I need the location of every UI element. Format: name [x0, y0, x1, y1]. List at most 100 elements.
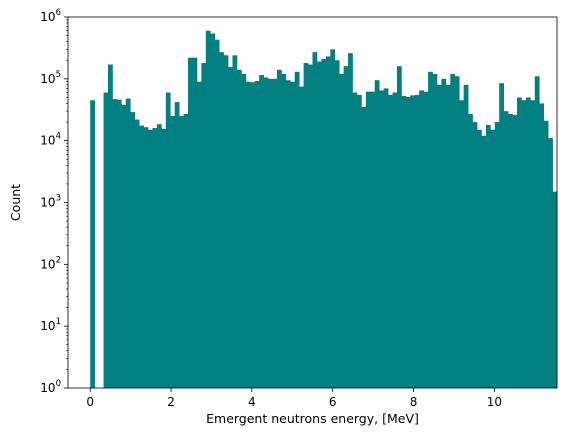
- histogram-bar: [401, 95, 407, 388]
- y-tick-label: 106: [40, 8, 61, 24]
- histogram-bar: [410, 95, 416, 388]
- histogram-bar: [348, 53, 353, 389]
- histogram-bar: [236, 69, 242, 389]
- histogram-bar: [330, 49, 336, 388]
- histogram-bar: [214, 39, 220, 388]
- histogram-bar: [379, 90, 384, 389]
- histogram-bar: [548, 138, 553, 388]
- histogram-bar: [445, 84, 451, 388]
- y-tick-label: 105: [40, 70, 61, 86]
- histogram-bar: [259, 75, 264, 388]
- histogram-bar: [472, 122, 478, 389]
- histogram-bar: [148, 129, 153, 388]
- histogram-bar: [116, 99, 122, 388]
- histogram-bar: [490, 129, 496, 388]
- histogram-bar: [170, 116, 176, 388]
- histogram-bar: [525, 97, 531, 388]
- histogram-bar: [325, 56, 331, 388]
- histogram-bar: [276, 69, 282, 389]
- x-tick-label: 2: [167, 395, 175, 409]
- histogram-bar: [290, 81, 296, 388]
- histogram-bar: [112, 99, 118, 389]
- histogram-bar: [423, 91, 429, 389]
- histogram-bar: [321, 58, 327, 388]
- histogram-bar: [228, 67, 233, 388]
- histogram-bar: [156, 124, 162, 389]
- histogram-bar: [174, 102, 180, 388]
- y-tick-label: 103: [40, 194, 61, 210]
- histogram-bar: [485, 124, 491, 388]
- histogram-bar: [334, 60, 340, 388]
- histogram-bar: [343, 66, 349, 389]
- histogram-bar: [108, 64, 113, 388]
- x-tick-label: 8: [410, 395, 418, 409]
- histogram-bar: [210, 33, 216, 389]
- histogram-bar: [188, 57, 193, 388]
- x-axis-label: Emergent neutrons energy, [MeV]: [206, 411, 419, 426]
- histogram-bar: [481, 135, 487, 388]
- histogram-bar: [281, 73, 287, 388]
- histogram-bar: [223, 55, 229, 388]
- histogram-bar: [352, 92, 358, 389]
- histogram-bar: [468, 113, 473, 389]
- histogram-bar: [521, 100, 527, 388]
- histogram-bar: [152, 128, 158, 389]
- histogram-bar: [130, 112, 136, 388]
- histogram-bar: [143, 127, 149, 388]
- histogram-bar: [134, 119, 140, 389]
- histogram-bar: [374, 80, 380, 389]
- histogram-bar: [263, 77, 269, 389]
- histogram-bar: [503, 111, 509, 388]
- histogram-bar: [90, 100, 96, 388]
- y-tick-label: 104: [40, 132, 61, 148]
- histogram-bar: [303, 63, 309, 389]
- histogram-bar: [139, 125, 144, 388]
- y-axis-label: Count: [8, 184, 23, 221]
- histogram-bar: [539, 103, 545, 388]
- histogram-bar: [552, 191, 558, 388]
- histogram-bar: [534, 76, 540, 389]
- histogram-bar: [232, 55, 238, 388]
- histogram-bar: [316, 61, 322, 388]
- histogram-bar: [250, 82, 256, 389]
- histogram-bar: [196, 81, 202, 388]
- histogram-bar: [383, 88, 389, 388]
- x-axis-ticks: 0 2 4 6 8 10: [86, 388, 502, 409]
- histogram-bar: [459, 100, 464, 388]
- histogram-bar: [179, 116, 184, 388]
- histogram-bar: [205, 30, 211, 388]
- x-tick-label: 4: [248, 395, 256, 409]
- histogram-bar: [312, 52, 318, 388]
- histogram-bar: [241, 73, 247, 388]
- histogram-bar: [183, 113, 189, 389]
- histogram-bar: [454, 76, 460, 389]
- histogram-bar: [441, 78, 447, 388]
- histogram-bar: [436, 84, 442, 388]
- histogram-bar: [268, 78, 273, 388]
- histogram-bar: [508, 113, 513, 389]
- histogram-bar: [543, 120, 549, 389]
- histogram-bar: [192, 57, 198, 388]
- histogram-bar: [201, 63, 207, 389]
- histogram-bar: [165, 92, 171, 389]
- histogram-bar: [419, 90, 424, 389]
- y-tick-label: 100: [40, 379, 61, 395]
- histogram-bar: [450, 73, 456, 388]
- y-axis-ticks: 100 101 102 103 104 105 106: [40, 8, 68, 395]
- histogram-bar: [121, 104, 127, 388]
- histogram-bar: [125, 98, 131, 388]
- histogram-bar: [356, 94, 362, 388]
- histogram-bar: [463, 84, 469, 388]
- histogram-bar: [428, 71, 433, 388]
- histogram-bar: [414, 94, 420, 388]
- histogram-bar: [219, 52, 224, 388]
- histogram-bar: [161, 128, 167, 388]
- x-tick-label: 0: [86, 395, 94, 409]
- histogram-bar: [388, 94, 393, 388]
- histogram-bars: [90, 30, 558, 389]
- histogram-bar: [285, 80, 291, 389]
- y-tick-label: 102: [40, 255, 61, 271]
- histogram-bar: [476, 129, 482, 388]
- histogram-bar: [299, 86, 304, 388]
